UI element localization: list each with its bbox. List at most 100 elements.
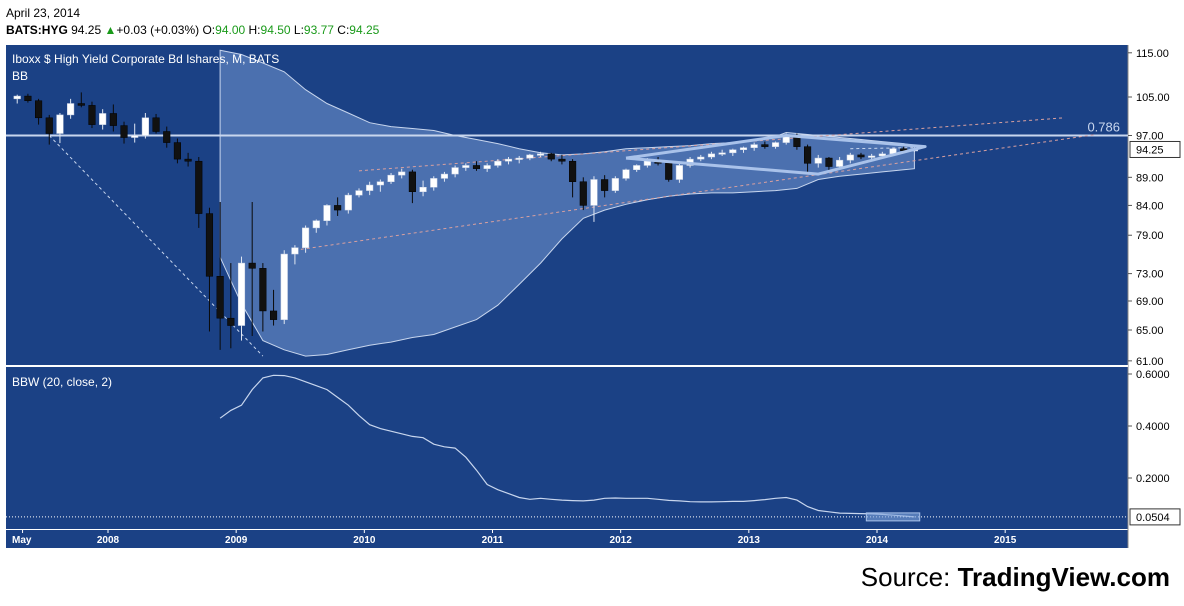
candle <box>804 144 812 175</box>
bbw-last-value-label: 0.0504 <box>1136 512 1170 524</box>
candle-body <box>67 103 75 116</box>
candle <box>558 154 566 165</box>
candle-body <box>857 154 865 158</box>
candle <box>259 263 267 332</box>
price-tick-label: 65.00 <box>1136 325 1164 337</box>
fib-level-label: 0.786 <box>1087 120 1120 135</box>
candle-body <box>398 171 406 176</box>
candle-body <box>237 262 246 326</box>
symbol-label[interactable]: BATS:HYG <box>6 23 68 37</box>
candle <box>24 93 32 103</box>
candle <box>312 219 320 233</box>
candle-body <box>739 147 748 150</box>
candle <box>77 92 85 108</box>
candle-body <box>323 205 331 221</box>
candle <box>291 245 299 265</box>
candle <box>739 146 748 153</box>
candle <box>707 151 716 160</box>
candle <box>451 165 459 178</box>
candle-body <box>579 181 587 206</box>
candle-body <box>622 169 630 179</box>
candle <box>67 98 75 119</box>
candle-body <box>537 153 545 156</box>
candle <box>366 181 374 196</box>
candle <box>430 176 438 191</box>
candle <box>814 154 822 168</box>
candle-body <box>56 114 64 134</box>
chart-area[interactable]: 0.786 Iboxx $ High Yield Corporate Bd Ish… <box>0 44 1184 554</box>
candle-body <box>665 163 673 180</box>
close-label: C: <box>337 23 350 37</box>
candle-body <box>697 156 705 160</box>
candle-body <box>216 276 224 319</box>
candle-body <box>131 135 139 138</box>
candle <box>376 179 384 192</box>
candle <box>323 204 331 226</box>
last-price-box <box>1129 140 1181 158</box>
candle <box>99 109 107 130</box>
candle <box>173 138 181 164</box>
time-tick-label: 2010 <box>353 535 376 546</box>
candle <box>56 112 64 144</box>
candle-body <box>440 173 448 179</box>
change-up-icon: ▲ <box>104 23 117 37</box>
candle-body <box>366 184 374 191</box>
price-tick-label: 105.00 <box>1136 92 1170 104</box>
candle <box>729 148 737 156</box>
candle <box>633 164 641 172</box>
time-tick-label: 2008 <box>97 535 120 546</box>
price-tick-label: 84.00 <box>1136 200 1164 212</box>
candle-body <box>547 153 555 160</box>
candle <box>494 159 502 168</box>
candle <box>398 168 406 179</box>
candle <box>697 154 705 162</box>
candle-body <box>494 160 502 166</box>
candle <box>141 112 149 139</box>
candle-body <box>344 194 352 211</box>
candle <box>515 155 523 164</box>
candle-body <box>77 103 85 106</box>
price-tick-label: 73.00 <box>1136 269 1164 281</box>
candle <box>88 101 96 129</box>
candle <box>419 180 427 197</box>
candle <box>355 188 363 198</box>
quote-date: April 23, 2014 <box>6 6 81 20</box>
candle <box>205 207 214 332</box>
last-price-label: 94.25 <box>1136 144 1164 156</box>
candle <box>857 152 865 160</box>
candle <box>13 94 21 104</box>
time-tick-label: 2009 <box>225 535 248 546</box>
bb-indicator-label: BB <box>12 69 28 83</box>
candle <box>611 176 619 193</box>
candle <box>269 289 278 326</box>
candle <box>526 153 534 161</box>
quote-line: BATS:HYG 94.25 ▲+0.03 (+0.03%) O:94.00 H… <box>6 23 379 37</box>
price-tick-label: 79.00 <box>1136 230 1164 242</box>
candle <box>35 98 43 125</box>
candle-body <box>312 220 320 229</box>
candle-body <box>729 149 737 154</box>
candle-body <box>483 165 491 169</box>
candle <box>771 141 780 149</box>
candle <box>569 159 577 198</box>
candle-body <box>750 144 758 148</box>
candle <box>750 142 758 151</box>
time-tick-label: 2015 <box>994 535 1017 546</box>
candle-body <box>707 153 716 158</box>
candle <box>344 192 352 214</box>
candle <box>408 169 416 204</box>
candle-body <box>152 117 160 132</box>
candle-body <box>451 167 459 175</box>
candle-body <box>163 131 171 143</box>
low-value: 93.77 <box>303 23 334 37</box>
last-price: 94.25 <box>71 23 102 37</box>
candle-body <box>259 268 267 312</box>
candle <box>163 126 171 148</box>
candle-body <box>35 100 43 119</box>
candle <box>387 172 395 184</box>
candle <box>184 152 192 167</box>
candle <box>280 250 288 325</box>
candle-body <box>141 117 149 136</box>
candle <box>462 163 470 171</box>
candle-body <box>173 142 181 160</box>
